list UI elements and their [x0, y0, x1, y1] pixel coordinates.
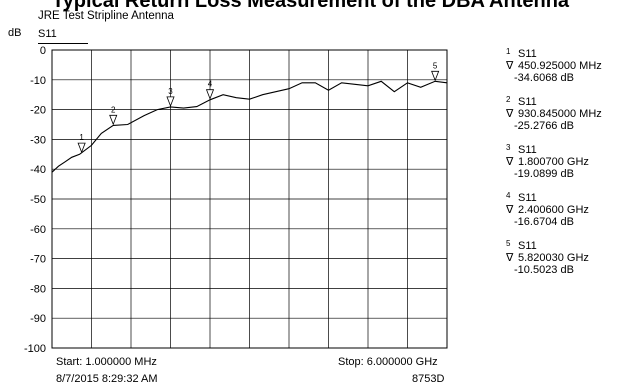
marker-trace: S11 [518, 96, 537, 108]
y-tick-label: -80 [30, 283, 46, 295]
marker-entry-1: 1 ∇ S11 450.925000 MHz -34.6068 dB [506, 46, 621, 94]
y-tick-label: -60 [30, 224, 46, 236]
y-tick-labels: 0 -10 -20 -30 -40 -50 -60 -70 -80 -90 -100 [24, 45, 46, 355]
marker-trace: S11 [518, 240, 537, 252]
marker-value: -19.0899 dB [514, 168, 574, 180]
marker-trace: S11 [518, 192, 537, 204]
y-tick-label: -10 [30, 75, 46, 87]
marker-frequency: 5.820030 GHz [518, 252, 589, 264]
marker-triangle [166, 96, 175, 107]
marker-number: 5 [506, 239, 511, 248]
marker-value: -34.6068 dB [514, 72, 574, 84]
marker-group: 1 2 3 4 5 [77, 61, 440, 154]
marker-trace: S11 [518, 48, 537, 60]
start-frequency: Start: 1.000000 MHz [56, 356, 157, 368]
banner-title: Typical Return Loss Measurement of the D… [51, 0, 570, 12]
instrument-model: 8753D [412, 373, 445, 385]
marker-number: 2 [506, 95, 511, 104]
y-tick-label: -70 [30, 254, 46, 266]
marker-label: 1 [79, 133, 84, 142]
marker-frequency: 930.845000 MHz [518, 108, 602, 120]
y-tick-label: -50 [30, 194, 46, 206]
marker-triangle [77, 142, 86, 154]
y-tick-label: 0 [40, 45, 46, 57]
marker-triangle-icon: ∇ [506, 204, 514, 216]
y-tick-label: -40 [30, 164, 46, 176]
marker-label: 3 [168, 87, 173, 96]
y-tick-label: -30 [30, 134, 46, 146]
marker-triangle [109, 114, 118, 126]
plot-title: JRE Test Stripline Antenna [38, 10, 174, 22]
marker-entry-3: 3 ∇ S11 1.800700 GHz -19.0899 dB [506, 142, 621, 190]
s11-trace-line [51, 80, 448, 173]
marker-value: -16.6704 dB [514, 216, 574, 228]
stop-frequency: Stop: 6.000000 GHz [338, 356, 438, 368]
marker-triangle-icon: ∇ [506, 252, 514, 264]
marker-triangle [205, 89, 215, 100]
marker-entry-5: 5 ∇ S11 5.820030 GHz -10.5023 dB [506, 238, 621, 286]
marker-value: -10.5023 dB [514, 264, 574, 276]
marker-label: 4 [208, 80, 213, 89]
trace-label: S11 [38, 28, 57, 40]
marker-label: 2 [111, 105, 116, 114]
marker-triangle-icon: ∇ [506, 156, 514, 168]
marker-frequency: 2.400600 GHz [518, 204, 589, 216]
marker-legend: 1 ∇ S11 450.925000 MHz -34.6068 dB 2 ∇ S… [506, 46, 621, 286]
y-tick-label: -20 [30, 105, 46, 117]
marker-triangle [431, 70, 440, 82]
y-unit-label: dB [8, 27, 22, 39]
marker-triangle-icon: ∇ [506, 60, 514, 72]
marker-frequency: 450.925000 MHz [518, 60, 602, 72]
marker-trace: S11 [518, 144, 537, 156]
marker-number: 3 [506, 143, 511, 152]
y-tick-label: -90 [30, 313, 46, 325]
marker-triangle-icon: ∇ [506, 108, 514, 120]
y-tick-label: -100 [24, 343, 46, 355]
marker-label: 5 [433, 61, 438, 70]
marker-entry-4: 4 ∇ S11 2.400600 GHz -16.6704 dB [506, 190, 621, 238]
grid [52, 50, 447, 348]
timestamp: 8/7/2015 8:29:32 AM [56, 373, 158, 385]
marker-frequency: 1.800700 GHz [518, 156, 589, 168]
trace-underline [38, 43, 88, 44]
marker-entry-2: 2 ∇ S11 930.845000 MHz -25.2766 dB [506, 94, 621, 142]
marker-value: -25.2766 dB [514, 120, 574, 132]
marker-number: 4 [506, 191, 511, 200]
marker-number: 1 [506, 47, 511, 56]
plot-frame [51, 49, 448, 349]
